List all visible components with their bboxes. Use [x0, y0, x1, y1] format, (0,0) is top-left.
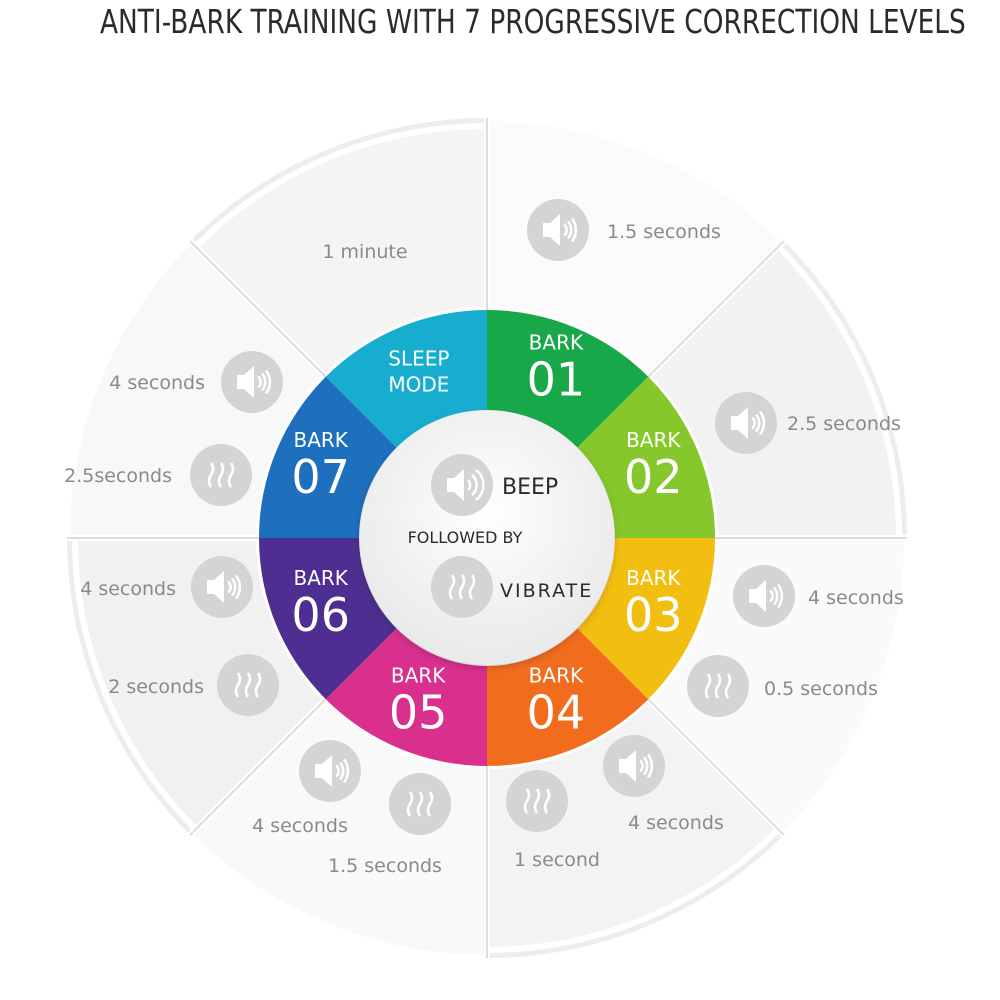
level-3-beep-duration: 4 seconds: [808, 587, 904, 609]
bark-word-label: BARK: [626, 566, 681, 590]
level-5-vibrate-duration: 1.5 seconds: [328, 855, 442, 877]
bark-number-label: 01: [527, 353, 586, 407]
level-6-vibrate-duration: 2 seconds: [108, 676, 204, 698]
bark-number-label: 06: [291, 588, 350, 642]
center-hub: BEEP FOLLOWED BY VIBRATE: [360, 411, 614, 665]
level-1-beep-icon: [527, 199, 589, 261]
level-2-beep-duration: 2.5 seconds: [787, 413, 901, 435]
bark-06-segment: [259, 538, 397, 700]
level-5-beep-icon: [299, 740, 361, 802]
bark-number-label: 05: [389, 685, 448, 739]
level-4-beep-icon: [603, 735, 665, 797]
level-7-beep-icon: [221, 351, 283, 413]
bark-word-label: BARK: [529, 663, 584, 687]
level-4-beep-duration: 4 seconds: [628, 812, 724, 834]
page-title: ANTI-BARK TRAINING WITH 7 PROGRESSIVE CO…: [100, 2, 966, 41]
bark-number-label: 02: [624, 450, 683, 504]
followed-by-label: FOLLOWED BY: [408, 528, 523, 547]
level-7-vibrate-duration: 2.5seconds: [64, 465, 172, 487]
vibrate-icon: [431, 556, 493, 618]
beep-speaker-icon: [431, 454, 493, 516]
bark-05-segment: [325, 628, 487, 766]
bark-number-label: 07: [291, 450, 350, 504]
bark-word-label: BARK: [626, 428, 681, 452]
sleep-mode-segment: [325, 310, 487, 448]
bark-07-segment: [259, 376, 397, 538]
color-ring: SLEEPMODEBARK01BARK02BARK03BARK04BARK05B…: [259, 310, 715, 766]
bark-word-label: BARK: [293, 566, 348, 590]
level-3-vibrate-icon: [687, 655, 749, 717]
level-6-vibrate-icon: [217, 654, 279, 716]
level-1-beep-duration: 1.5 seconds: [607, 221, 721, 243]
sleep-mode-label-line2: MODE: [388, 373, 449, 397]
level-3-beep-icon: [733, 565, 795, 627]
bark-number-label: 04: [527, 685, 586, 739]
bark-02-segment: [577, 376, 715, 538]
level-7-beep-duration: 4 seconds: [109, 372, 205, 394]
level-7-vibrate-icon: [190, 444, 252, 506]
vibrate-label: VIBRATE: [500, 580, 593, 602]
level-5-vibrate-icon: [389, 773, 451, 835]
sleep-mode-label-line1: SLEEP: [388, 347, 449, 371]
level-4-vibrate-icon: [506, 770, 568, 832]
beep-label: BEEP: [502, 475, 558, 500]
bark-word-label: BARK: [391, 663, 446, 687]
sleep-duration-label: 1 minute: [322, 241, 407, 263]
bark-word-label: BARK: [529, 331, 584, 355]
bark-04-segment: [487, 628, 649, 766]
level-3-vibrate-duration: 0.5 seconds: [764, 678, 878, 700]
level-6-beep-icon: [191, 556, 253, 618]
bark-03-segment: [577, 538, 715, 700]
level-2-beep-icon: [715, 392, 777, 454]
bark-number-label: 03: [624, 588, 683, 642]
level-6-beep-duration: 4 seconds: [80, 578, 176, 600]
level-5-beep-duration: 4 seconds: [252, 815, 348, 837]
bark-word-label: BARK: [293, 428, 348, 452]
bark-01-segment: [487, 310, 649, 448]
level-4-vibrate-duration: 1 second: [514, 849, 600, 871]
